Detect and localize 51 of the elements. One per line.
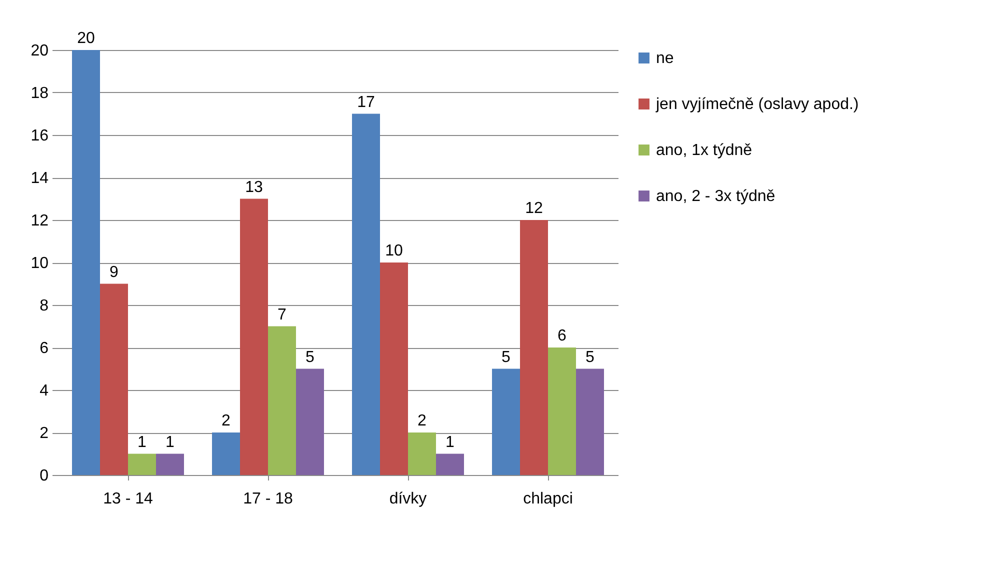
bar	[240, 198, 268, 475]
bar	[128, 454, 156, 475]
data-label: 1	[138, 434, 147, 451]
bar	[296, 368, 324, 475]
bar	[268, 326, 296, 475]
bar	[436, 454, 464, 475]
y-tick-label: 12	[30, 212, 49, 230]
bar	[352, 114, 380, 475]
data-label: 20	[77, 30, 95, 47]
data-label: 7	[278, 306, 287, 324]
bar	[380, 262, 408, 475]
y-tick-label: 10	[30, 255, 49, 272]
data-label: 12	[525, 200, 543, 217]
x-tick-label: 13 - 14	[103, 490, 154, 508]
bar	[548, 348, 576, 475]
y-tick-label: 0	[40, 468, 49, 484]
y-tick-label: 20	[30, 42, 49, 60]
bar	[520, 220, 548, 475]
y-tick-label: 2	[40, 425, 49, 442]
data-label: 6	[558, 328, 567, 344]
y-tick-label: 8	[40, 298, 49, 314]
bar	[72, 50, 100, 475]
data-label: 1	[166, 434, 175, 451]
legend-label: ne	[656, 50, 674, 67]
y-tick-label: 18	[30, 85, 49, 102]
data-label: 5	[586, 348, 595, 366]
data-label: 13	[245, 178, 263, 196]
x-tick-label: 17 - 18	[243, 490, 294, 508]
legend-label: jen vyjímečně (oslavy apod.)	[655, 96, 859, 113]
data-label: 2	[222, 412, 231, 430]
data-label: 17	[357, 94, 375, 111]
y-tick-label: 14	[30, 170, 49, 187]
data-label: 5	[306, 348, 315, 366]
bar	[212, 432, 240, 475]
bar	[576, 368, 604, 475]
bar	[408, 432, 436, 475]
data-label: 10	[385, 242, 403, 260]
y-tick-label: 16	[30, 128, 49, 144]
data-label: 5	[502, 348, 511, 366]
legend-label: ano, 1x týdně	[656, 142, 752, 159]
legend-label: ano, 2 - 3x týdně	[656, 188, 776, 205]
data-label: 9	[110, 264, 119, 281]
data-label: 2	[418, 412, 427, 430]
x-tick-label: chlapci	[523, 490, 573, 508]
data-label: 1	[446, 434, 455, 451]
y-tick-label: 6	[40, 340, 49, 357]
y-tick-label: 4	[40, 382, 49, 400]
bar	[492, 368, 520, 475]
bar	[100, 284, 128, 475]
x-tick-label: dívky	[389, 490, 427, 508]
bar	[156, 454, 184, 475]
